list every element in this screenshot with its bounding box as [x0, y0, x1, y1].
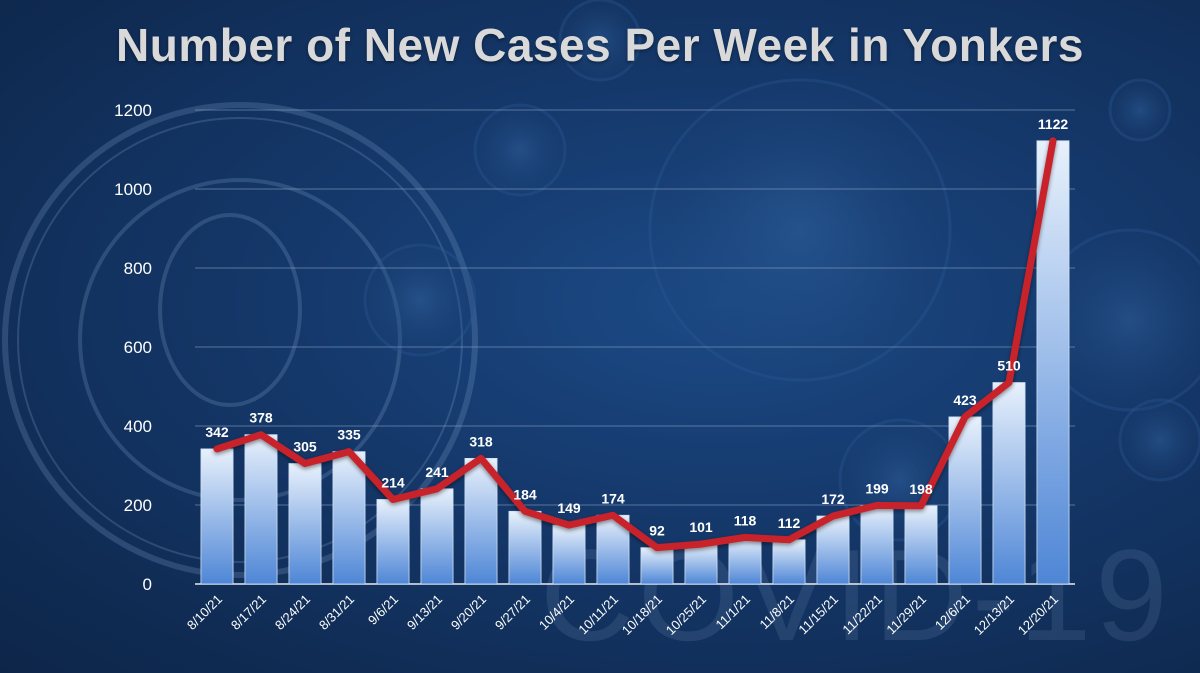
data-label: 149 [557, 500, 581, 516]
x-axis: 8/10/21 8/17/21 8/24/21 8/31/21 9/6/21 9/13/2… [184, 592, 1061, 638]
data-label: 199 [865, 480, 889, 496]
data-labels: 342 378 305 335 214 241 318 184 149 174 92 101 118 11… [205, 116, 1068, 539]
bar [508, 510, 542, 585]
x-tick-label: 8/10/21 [184, 592, 225, 633]
trend-line [213, 137, 1057, 552]
x-tick-label: 11/15/21 [795, 592, 841, 638]
bar [992, 382, 1026, 585]
y-tick-label: 200 [124, 496, 152, 515]
y-tick-label: 800 [124, 259, 152, 278]
y-axis: 0 200 400 600 800 1000 1200 [114, 101, 152, 594]
x-tick-label: 12/20/21 [1015, 592, 1061, 638]
y-tick-label: 1200 [114, 101, 152, 120]
data-label: 241 [425, 464, 449, 480]
data-label: 118 [734, 512, 757, 528]
data-label: 112 [778, 515, 801, 531]
chart-title: Number of New Cases Per Week in Yonkers [116, 19, 1084, 71]
x-tick-label: 8/17/21 [228, 592, 269, 633]
gridlines [195, 109, 1075, 585]
bars [200, 140, 1070, 585]
x-tick-label: 10/25/21 [663, 592, 709, 638]
data-label: 198 [909, 481, 933, 497]
data-label: 318 [469, 433, 493, 449]
data-label: 184 [513, 486, 537, 502]
bar [728, 536, 762, 585]
bar [332, 451, 366, 585]
x-tick-label: 9/6/21 [365, 592, 401, 628]
x-tick-label: 10/4/21 [536, 592, 577, 633]
x-tick-label: 11/29/21 [883, 592, 929, 638]
data-label: 423 [953, 392, 977, 408]
bar [684, 543, 718, 585]
y-tick-label: 400 [124, 417, 152, 436]
data-label: 214 [381, 474, 405, 490]
x-tick-label: 8/24/21 [272, 592, 313, 633]
data-label: 378 [249, 410, 273, 426]
x-tick-label: 9/20/21 [448, 592, 489, 633]
x-tick-label: 8/31/21 [316, 592, 357, 633]
x-tick-label: 10/18/21 [619, 592, 665, 638]
data-label: 92 [649, 523, 665, 539]
data-label: 1122 [1038, 116, 1069, 132]
bar [772, 539, 806, 585]
trend-line-path [213, 137, 1057, 552]
x-tick-label: 11/8/21 [757, 592, 798, 633]
x-tick-label: 12/6/21 [932, 592, 973, 633]
bar [244, 434, 278, 585]
x-tick-label: 9/27/21 [492, 592, 533, 633]
data-label: 510 [997, 358, 1021, 374]
bar [200, 448, 234, 585]
data-label: 101 [689, 519, 713, 535]
bar [552, 524, 586, 585]
bar [816, 515, 850, 585]
virus-icon [363, 0, 1200, 542]
data-label: 342 [205, 424, 229, 440]
x-tick-label: 9/13/21 [404, 592, 445, 633]
bar [464, 457, 498, 585]
data-label: 335 [337, 427, 361, 443]
bar [420, 488, 454, 585]
x-tick-label: 11/22/21 [839, 592, 885, 638]
data-label: 305 [293, 439, 317, 455]
bar [640, 547, 674, 585]
x-tick-label: 10/11/21 [575, 592, 621, 638]
y-tick-label: 0 [143, 575, 152, 594]
x-tick-label: 11/1/21 [713, 592, 754, 633]
bar [904, 505, 938, 585]
data-label: 172 [821, 491, 845, 507]
y-tick-label: 600 [124, 338, 152, 357]
bar [860, 504, 894, 585]
data-label: 174 [601, 490, 625, 506]
bar [376, 499, 410, 585]
bar [288, 463, 322, 585]
x-tick-label: 12/13/21 [971, 592, 1017, 638]
y-tick-label: 1000 [114, 180, 152, 199]
